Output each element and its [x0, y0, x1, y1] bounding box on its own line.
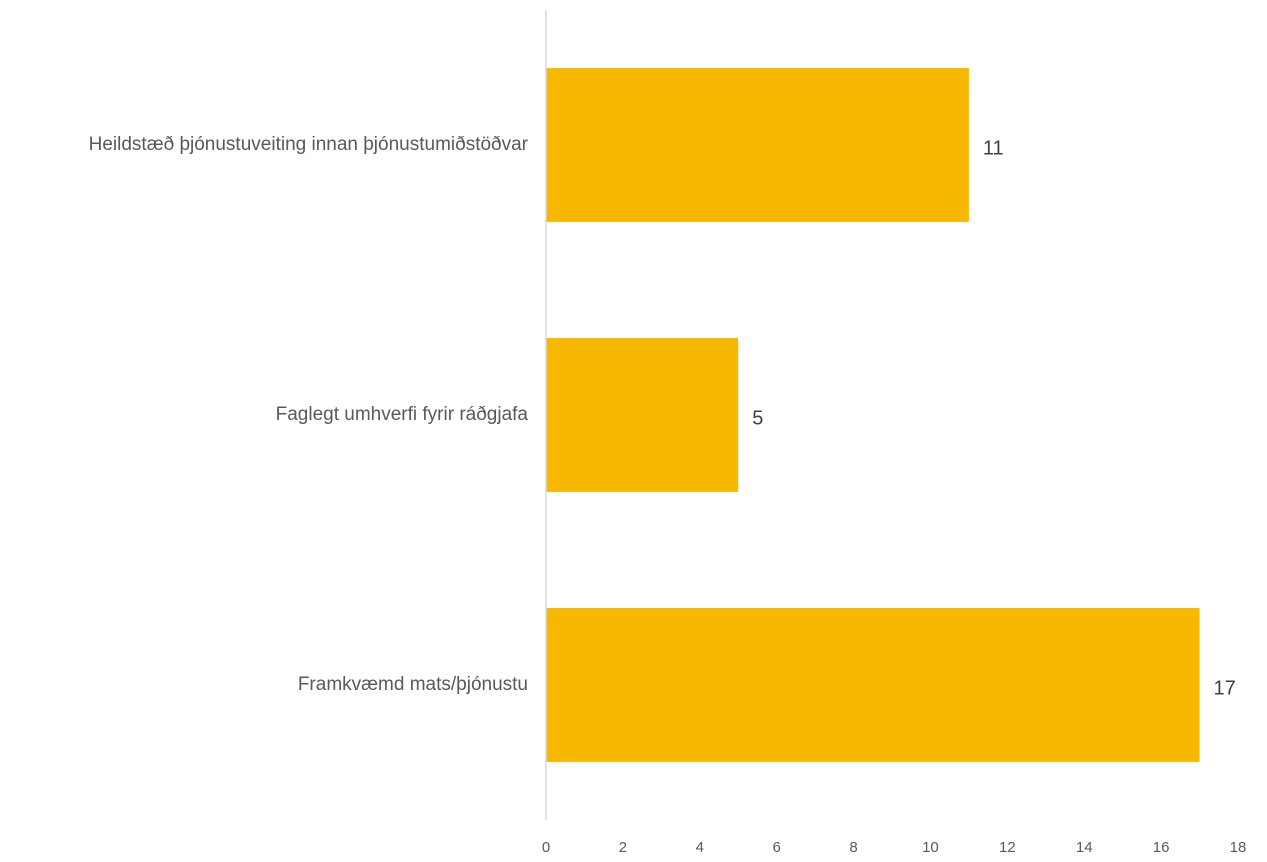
x-tick-label-7: 14	[1076, 839, 1093, 856]
data-label-2: 17	[1214, 677, 1236, 699]
x-tick-label-3: 6	[772, 839, 780, 856]
category-label-2: Framkvæmd mats/þjónustu	[298, 674, 528, 695]
x-tick-label-1: 2	[619, 839, 627, 856]
category-label-1: Faglegt umhverfi fyrir ráðgjafa	[276, 404, 529, 425]
category-label-0: Heildstæð þjónustuveiting innan þjónustu…	[89, 134, 529, 155]
x-tick-label-4: 8	[849, 839, 857, 856]
x-tick-label-8: 16	[1153, 839, 1170, 856]
bar-2	[546, 608, 1200, 762]
data-label-0: 11	[983, 137, 1004, 159]
x-tick-label-9: 18	[1230, 839, 1247, 856]
bar-1	[546, 338, 739, 492]
x-axis-ticks: 0 2 4 6 8 10 12 14 16 18	[542, 839, 1247, 856]
data-label-1: 5	[752, 407, 763, 429]
bar-0	[546, 68, 969, 222]
bars-layer	[546, 68, 1200, 762]
labels-layer: Heildstæð þjónustuveiting innan þjónustu…	[89, 134, 1236, 699]
x-tick-label-0: 0	[542, 839, 550, 856]
x-tick-label-6: 12	[999, 839, 1016, 856]
x-tick-label-2: 4	[696, 839, 704, 856]
x-tick-label-5: 10	[922, 839, 939, 856]
